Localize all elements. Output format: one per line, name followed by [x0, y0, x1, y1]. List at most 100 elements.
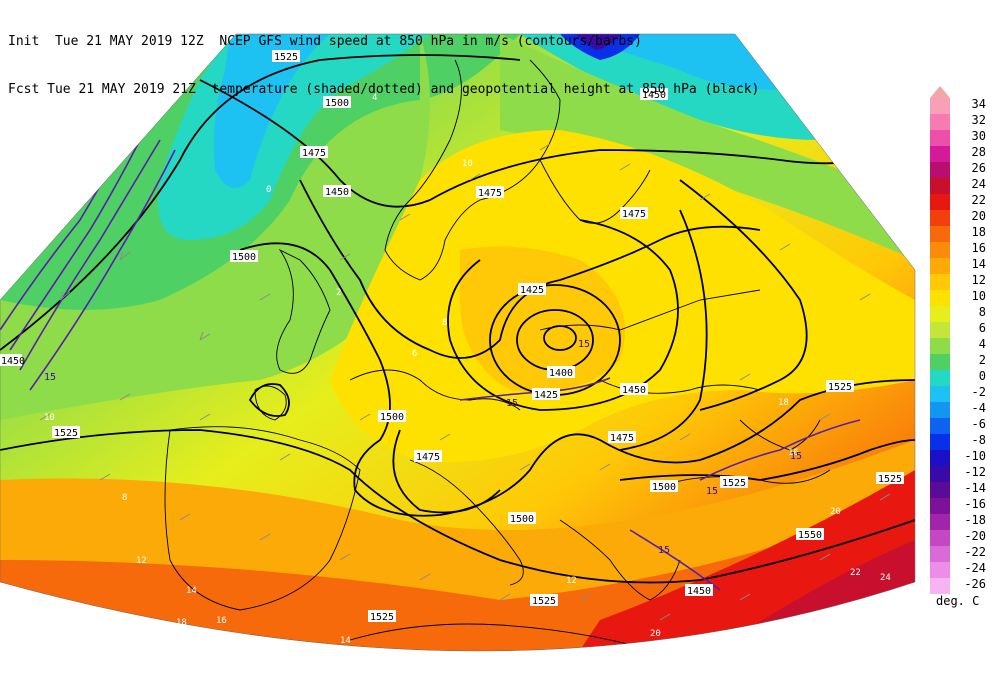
legend-swatch: [930, 514, 950, 530]
legend-swatch: [930, 562, 950, 578]
legend-label: -10: [964, 449, 986, 463]
svg-text:1475: 1475: [610, 433, 634, 444]
legend-swatch: [930, 546, 950, 562]
legend-swatch: [930, 386, 950, 402]
legend-swatch: [930, 114, 950, 130]
legend-label: 20: [971, 209, 986, 223]
temp-label: 20: [650, 629, 661, 639]
wind-label: 15: [790, 451, 802, 462]
legend-label: -4: [971, 401, 986, 415]
temp-label: 14: [340, 636, 351, 646]
wind-label-group: 15 15 15 15 15 15: [44, 339, 802, 556]
map-header: Init Tue 21 MAY 2019 12Z NCEP GFS wind s…: [8, 2, 759, 114]
color-legend: 34 32 30 28 26 24 22 20 18 16 14 12 10 8 6 4 2 0 -2 -4 -6 -8-…: [926, 86, 1000, 616]
svg-text:1500: 1500: [652, 482, 676, 493]
svg-text:1525: 1525: [54, 428, 78, 439]
legend-arrow-icon: [930, 86, 950, 98]
height-label: 1500: [508, 512, 536, 525]
height-label: 1525: [720, 476, 748, 489]
legend-swatch: [930, 466, 950, 482]
legend-label: 16: [971, 241, 986, 255]
wind-barbs: [39, 143, 891, 621]
legend-swatch: [930, 498, 950, 514]
legend-label: -12: [964, 465, 986, 479]
temp-label: 2: [336, 288, 341, 298]
legend-label: 18: [971, 225, 986, 239]
legend-label: 28: [971, 145, 986, 159]
temp-label: 20: [830, 507, 841, 517]
svg-text:1475: 1475: [478, 188, 502, 199]
temp-label-group: 4 6 8 10 12 14 16 18 20 2 0 10 8 12 14 1…: [44, 93, 891, 646]
legend-swatch: [930, 178, 950, 194]
svg-text:1525: 1525: [722, 478, 746, 489]
svg-text:1475: 1475: [302, 148, 326, 159]
height-label: 1475: [476, 186, 504, 199]
svg-text:1450: 1450: [325, 187, 349, 198]
wind-label: 15: [44, 372, 56, 383]
svg-text:1425: 1425: [534, 390, 558, 401]
svg-text:1500: 1500: [510, 514, 534, 525]
temp-label: 12: [136, 556, 147, 566]
wind-label: 15: [706, 486, 718, 497]
legend-swatch: [930, 354, 950, 370]
height-label: 1525: [826, 380, 854, 393]
legend-swatch: [930, 274, 950, 290]
legend-swatch: [930, 578, 950, 594]
legend-label: 6: [978, 321, 986, 335]
height-label: 1475: [620, 207, 648, 220]
temp-label: 8: [122, 493, 127, 503]
legend-label: -20: [964, 529, 986, 543]
legend-labels: 34 32 30 28 26 24 22 20 18 16 14 12 10 8 6 4 2 0 -2 -4 -6 -8-…: [952, 96, 986, 592]
svg-text:1475: 1475: [622, 209, 646, 220]
svg-text:1475: 1475: [416, 452, 440, 463]
legend-swatch: [930, 290, 950, 306]
legend-swatch: [930, 482, 950, 498]
temp-label: 18: [176, 618, 187, 628]
legend-swatch: [930, 162, 950, 178]
svg-text:1525: 1525: [370, 612, 394, 623]
svg-text:1450: 1450: [1, 356, 25, 367]
legend-unit: deg. C: [936, 594, 980, 608]
legend-swatch: [930, 418, 950, 434]
legend-label: 0: [978, 369, 986, 383]
legend-label: 34: [971, 97, 986, 111]
legend-swatch: [930, 434, 950, 450]
legend-swatch: [930, 306, 950, 322]
height-label: 1425: [518, 283, 546, 296]
temperature-shading: [0, 34, 915, 651]
height-label: 1550: [796, 528, 824, 541]
legend-swatch: [930, 226, 950, 242]
height-label: 1500: [323, 96, 351, 109]
legend-label: 22: [971, 193, 986, 207]
height-label-group: 1525 1500 1475 1450 1500 1450 1475 1425 …: [0, 50, 904, 623]
height-label: 1525: [272, 50, 300, 63]
legend-label: 2: [978, 353, 986, 367]
height-label: 1450: [620, 383, 648, 396]
temp-label: 14: [186, 586, 197, 596]
legend-swatch: [930, 402, 950, 418]
height-label: 1400: [547, 366, 575, 379]
svg-text:1525: 1525: [532, 596, 556, 607]
svg-text:1550: 1550: [798, 530, 822, 541]
header-forecast-line: Fcst Tue 21 MAY 2019 21Z temperature (sh…: [8, 82, 760, 97]
svg-text:1500: 1500: [325, 98, 349, 109]
height-label: 1425: [532, 388, 560, 401]
legend-label: -16: [964, 497, 986, 511]
legend-label: 32: [971, 113, 986, 127]
svg-text:1450: 1450: [622, 385, 646, 396]
temp-label: 16: [216, 616, 227, 626]
legend-swatch: [930, 322, 950, 338]
svg-text:1500: 1500: [232, 252, 256, 263]
legend-swatch: [930, 370, 950, 386]
height-label: 1450: [323, 185, 351, 198]
temp-label: 22: [850, 568, 861, 578]
wind-label: 15: [578, 339, 590, 350]
legend-label: 4: [978, 337, 986, 351]
svg-text:1450: 1450: [687, 586, 711, 597]
height-label: 1475: [608, 431, 636, 444]
temp-label: 12: [566, 576, 577, 586]
temp-label: 6: [412, 349, 417, 359]
temp-label: 16: [788, 448, 799, 458]
legend-swatch: [930, 242, 950, 258]
